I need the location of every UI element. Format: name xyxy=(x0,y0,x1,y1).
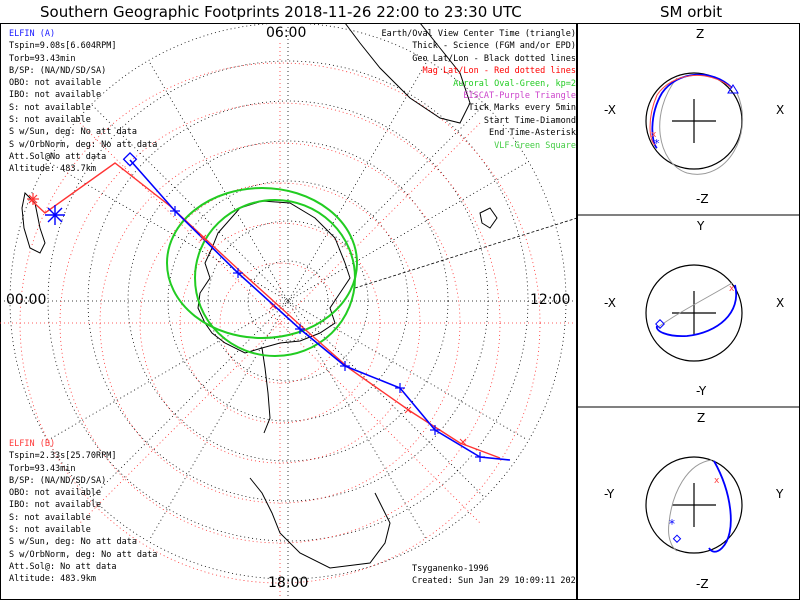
panel1-label-left: -X xyxy=(604,103,616,117)
created-label: Created: Sun Jan 29 10:09:11 2023 xyxy=(412,576,581,587)
auroral-oval-outer xyxy=(166,187,358,339)
panel1-label-bottom: -Z xyxy=(696,192,709,206)
orbit-path-a-2 xyxy=(655,284,738,337)
auroral-oval-inner xyxy=(194,199,356,357)
elfin-a-lines: Tspin=9.08s[6.604RPM] Torb=93.43min B/SP: … xyxy=(9,40,157,175)
elfin-b-line: S w/OrbNorm, deg: No att data xyxy=(9,549,158,560)
elfin-b-lines: Tspin=2.33s[25.70RPM] Torb=93.43min B/SP: … xyxy=(9,450,157,585)
orbit-panel-xy: x xyxy=(645,264,743,362)
legend-item: Earth/Oval View Center Time (triangle) xyxy=(381,29,576,39)
time-label-left: 00:00 xyxy=(6,292,47,308)
south-america-outline xyxy=(249,477,391,569)
legend-item: End Time-Asterisk xyxy=(489,128,576,139)
elfin-a-line: S: not available xyxy=(9,102,91,113)
elfin-a-line: OBO: not available xyxy=(9,78,102,89)
panel3-label-top: Z xyxy=(697,411,706,425)
elfin-a-header: ELFIN (A) xyxy=(9,29,56,39)
panel1-label-right: X xyxy=(776,103,785,117)
panel2-label-bottom: -Y xyxy=(696,384,707,398)
elfin-b-line: Att.Sol@: No att data xyxy=(9,561,117,572)
island-outline xyxy=(479,207,498,229)
elfin-a-line: Tspin=9.08s[6.604RPM] xyxy=(9,41,117,52)
legend-item: Tick Marks every 5min xyxy=(468,103,576,114)
elfin-b-line: OBO: not available xyxy=(9,488,102,499)
orbit-panels: * x x * x xyxy=(577,23,800,600)
orbit-panel-xz: * x xyxy=(645,72,743,175)
orbit-asterisk-3: * xyxy=(669,517,675,531)
footprint-map xyxy=(0,23,577,600)
elfin-b-ticks xyxy=(199,234,467,446)
elfin-b-header: ELFIN (B) xyxy=(9,439,56,449)
elfin-b-line: S w/Sun, deg: No att data xyxy=(9,537,137,548)
elfin-a-info: ELFIN (A) Tspin=9.08s[6.604RPM] Torb=93.4… xyxy=(9,28,157,176)
elfin-b-line: S: not available xyxy=(9,525,91,536)
orbit-path-gray-3 xyxy=(668,459,713,552)
antarctica-outline xyxy=(197,200,351,434)
africa-outline xyxy=(344,23,471,124)
australia-outline xyxy=(21,191,46,254)
orbit-marker-b-1: x xyxy=(651,130,657,140)
orbit-triangle-1 xyxy=(727,84,739,94)
elfin-b-line: Altitude: 483.9km xyxy=(9,574,96,585)
legend-item: Geo Lat/Lon - Black dotted lines xyxy=(412,53,576,64)
orbit-path-a-1 xyxy=(651,73,733,149)
map-legend: Earth/Oval View Center Time (triangle) Th… xyxy=(382,28,576,152)
elfin-a-line: S w/OrbNorm, deg: No att data xyxy=(9,139,158,150)
elfin-a-line: Torb=93.43min xyxy=(9,53,76,64)
elfin-b-line: IBO: not available xyxy=(9,500,102,511)
orbit-marker-b-3: x xyxy=(714,476,720,486)
elfin-a-ticks xyxy=(170,206,485,462)
orbit-path-b-1 xyxy=(649,74,733,146)
mag-grid xyxy=(0,43,576,599)
elfin-a-start-diamond xyxy=(122,152,138,167)
elfin-a-line: B/SP: (NA/ND/SD/SA) xyxy=(9,65,107,76)
panel3-label-bottom: -Z xyxy=(696,577,709,591)
panel3-label-left: -Y xyxy=(604,487,615,501)
orbit-path-a-3 xyxy=(708,460,732,553)
orbit-path-gray-1 xyxy=(659,77,743,175)
legend-item: Thick - Science (FGM and/or EPD) xyxy=(412,41,576,52)
orbit-title: SM orbit xyxy=(660,3,723,21)
elfin-a-end-asterisk xyxy=(45,205,65,225)
time-label-top: 06:00 xyxy=(266,25,307,41)
elfin-b-line: S: not available xyxy=(9,512,91,523)
elfin-a-line: S: not available xyxy=(9,115,91,126)
time-label-right: 12:00 xyxy=(530,292,571,308)
panel2-label-right: X xyxy=(776,296,785,310)
elfin-b-info: ELFIN (B) Tspin=2.33s[25.70RPM] Torb=93.4… xyxy=(9,438,157,586)
orbit-panel-yz: * x xyxy=(645,456,743,554)
elfin-b-line: Torb=93.43min xyxy=(9,463,76,474)
panel3-label-right: Y xyxy=(776,487,784,501)
legend-item: Auroral Oval-Green, kp=2 xyxy=(453,78,576,89)
orbit-diamond-2 xyxy=(655,319,665,329)
page-title: Southern Geographic Footprints 2018-11-2… xyxy=(40,3,522,21)
elfin-a-line: S w/Sun, deg: No att data xyxy=(9,127,137,138)
orbit-asterisk-1: * xyxy=(654,137,660,150)
legend-item: Mag Lat/Lon - Red dotted lines xyxy=(422,66,576,77)
elfin-b-line: B/SP: (NA/ND/SD/SA) xyxy=(9,475,107,486)
legend-item: EISCAT-Purple Triangle xyxy=(463,91,576,102)
elfin-b-line: Tspin=2.33s[25.70RPM] xyxy=(9,451,117,462)
panel2-label-top: Y xyxy=(697,219,705,233)
elfin-b-end-asterisk xyxy=(27,193,39,205)
legend-item: VLF-Green Square xyxy=(494,140,576,151)
model-label: Tsyganenko-1996 xyxy=(412,564,489,574)
orbit-marker-b-2: x xyxy=(729,284,735,294)
panel2-label-left: -X xyxy=(604,296,616,310)
legend-item: Start Time-Diamond xyxy=(483,115,576,126)
elfin-a-line: Altitude: 483.7km xyxy=(9,164,96,175)
footer: Tsyganenko-1996 Created: Sun Jan 29 10:0… xyxy=(412,563,581,588)
elfin-a-line: Att.Sol@No att data xyxy=(9,151,107,162)
time-label-bottom: 18:00 xyxy=(268,575,309,591)
panel1-label-top: Z xyxy=(696,27,705,41)
orbit-diamond-3 xyxy=(672,534,682,543)
elfin-a-line: IBO: not available xyxy=(9,90,102,101)
